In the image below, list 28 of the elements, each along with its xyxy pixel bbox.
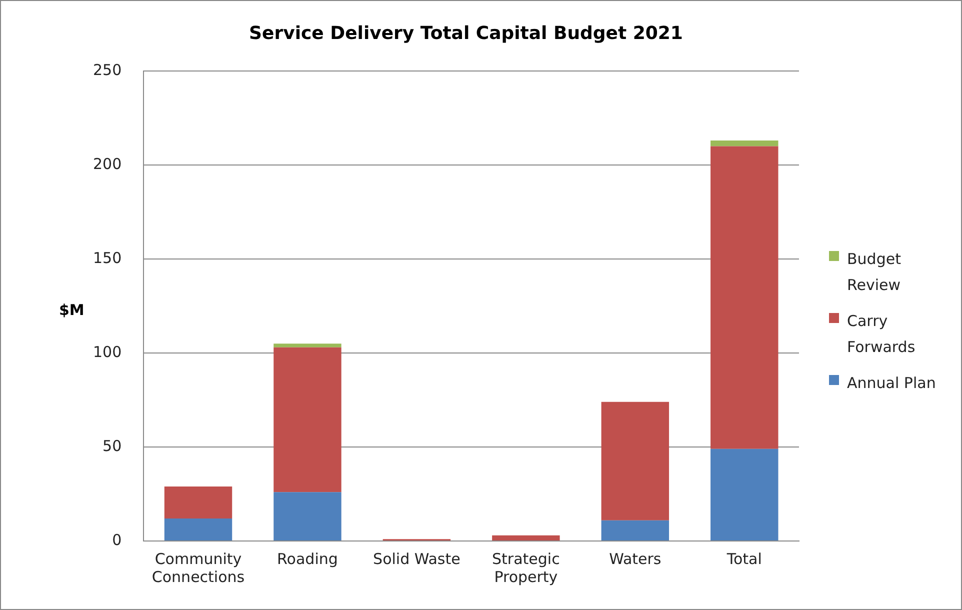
- x-tick-label: Roading: [277, 550, 338, 568]
- bar: [164, 486, 232, 518]
- legend-label: Annual Plan: [847, 373, 937, 394]
- bar: [274, 347, 342, 492]
- x-tick-label: Waters: [609, 550, 662, 568]
- bar: [710, 140, 778, 146]
- bar: [274, 344, 342, 348]
- bar: [601, 520, 670, 540]
- bar: [164, 518, 232, 540]
- y-tick-label: 250: [92, 60, 122, 79]
- bar: [274, 492, 342, 540]
- bar: [492, 535, 560, 540]
- chart-title: Service Delivery Total Capital Budget 2021: [248, 23, 684, 44]
- y-tick-label: 50: [102, 436, 122, 455]
- y-tick-label: 150: [92, 248, 122, 267]
- x-tick-label: Community Connections: [152, 550, 245, 586]
- y-tick-label: 200: [92, 154, 122, 173]
- y-axis-title: $M: [59, 301, 84, 319]
- y-tick-label: 100: [92, 342, 122, 361]
- x-tick-label: Total: [726, 550, 762, 568]
- legend-label: Carry Forwards: [847, 311, 916, 358]
- bar: [601, 402, 670, 520]
- bar: [710, 146, 778, 449]
- y-tick-label: 0: [112, 530, 122, 549]
- x-tick-label: Solid Waste: [373, 550, 460, 568]
- x-tick-label: Strategic Property: [492, 550, 560, 586]
- bar: [710, 448, 778, 540]
- legend-label: Budget Review: [847, 249, 902, 296]
